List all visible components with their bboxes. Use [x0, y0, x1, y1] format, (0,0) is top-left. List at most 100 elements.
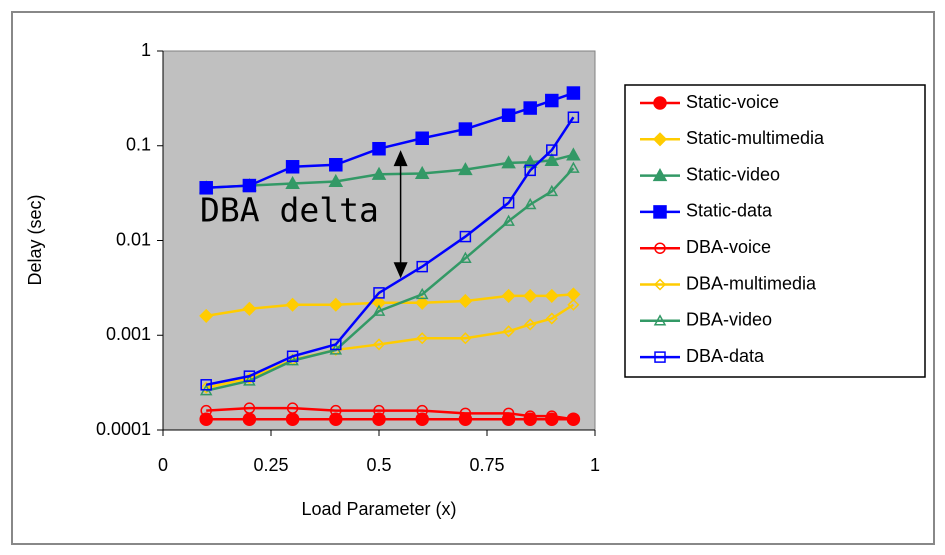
legend-marker [654, 351, 666, 363]
y-tick-label: 0.001 [106, 324, 151, 344]
arrow-head [393, 262, 408, 279]
data-point [373, 287, 385, 299]
y-tick-label: 0.1 [126, 135, 151, 155]
data-point [524, 410, 536, 422]
data-point [243, 374, 256, 386]
data-point [243, 370, 256, 382]
data-point [566, 147, 581, 161]
data-point [330, 404, 342, 417]
data-point [243, 402, 256, 414]
data-point [372, 338, 386, 351]
data-point [544, 288, 559, 303]
x-tick-label: 0.5 [366, 455, 391, 475]
legend-label: DBA-data [686, 346, 765, 366]
legend-label: DBA-voice [686, 237, 771, 257]
data-point [545, 93, 559, 108]
data-point [200, 381, 213, 394]
data-point [285, 175, 300, 190]
data-point [458, 293, 473, 309]
series-line [205, 167, 575, 392]
annotation-text: DBA delta [200, 191, 379, 230]
data-point [286, 402, 299, 414]
data-point [373, 404, 385, 417]
plot-area [162, 50, 596, 431]
legend-marker [653, 314, 667, 326]
data-point [567, 413, 580, 425]
data-point [459, 251, 472, 263]
data-point [546, 410, 558, 422]
data-point [242, 178, 257, 193]
data-point [199, 308, 214, 323]
data-point [416, 260, 428, 273]
data-point [415, 131, 429, 145]
legend-label: Static-data [686, 201, 773, 221]
data-point [567, 298, 580, 311]
y-tick-label: 0.0001 [96, 419, 151, 439]
series-line [206, 406, 574, 421]
data-point [459, 407, 472, 420]
data-point [285, 160, 300, 174]
data-point [502, 214, 515, 226]
legend-marker [654, 242, 666, 254]
arrow-head [393, 150, 408, 167]
y-tick-label: 1 [141, 40, 151, 60]
data-point [501, 155, 516, 169]
data-point [566, 86, 581, 100]
data-point [501, 288, 516, 303]
legend-marker [653, 278, 667, 291]
data-point [200, 404, 212, 417]
legend-label: DBA-video [686, 310, 772, 330]
data-point [502, 407, 515, 420]
data-point [328, 173, 344, 187]
legend-marker [653, 205, 667, 219]
data-point [459, 332, 472, 345]
data-point [242, 301, 257, 316]
series-line [205, 116, 575, 387]
data-point [523, 288, 538, 303]
data-point [329, 412, 343, 426]
data-point [567, 161, 580, 173]
data-point [199, 181, 213, 195]
legend-label: DBA-multimedia [686, 273, 817, 293]
data-point [416, 332, 429, 345]
data-point [285, 297, 300, 312]
data-point [458, 162, 473, 176]
data-point [328, 297, 343, 312]
data-point [414, 165, 430, 180]
data-point [371, 295, 387, 310]
legend-label: Static-voice [686, 92, 779, 112]
data-point [416, 404, 428, 417]
data-point [524, 164, 536, 177]
data-point [545, 312, 558, 325]
data-point [372, 304, 386, 316]
data-point [286, 350, 299, 363]
x-tick-label: 0.75 [469, 455, 504, 475]
data-point [567, 111, 580, 123]
data-point [523, 197, 537, 210]
data-point [329, 158, 343, 172]
data-point [523, 101, 537, 115]
y-tick-label: 0.01 [116, 229, 151, 249]
data-point [524, 318, 537, 331]
data-point [330, 338, 342, 351]
data-point [501, 108, 516, 122]
data-point [415, 295, 430, 310]
data-point [522, 154, 538, 168]
legend-label: Static-video [686, 164, 780, 184]
data-point [459, 230, 472, 243]
data-point [458, 122, 473, 136]
data-point [200, 379, 212, 391]
x-tick-label: 1 [590, 455, 600, 475]
legend-label: Static-multimedia [686, 128, 825, 148]
data-point [372, 412, 386, 426]
legend-marker [653, 96, 667, 110]
data-point [371, 166, 387, 180]
data-point [545, 184, 559, 197]
data-point [199, 412, 213, 426]
data-point [544, 152, 560, 166]
data-point [286, 354, 299, 366]
data-point [415, 287, 429, 300]
legend-marker [652, 168, 668, 182]
legend [624, 84, 926, 378]
